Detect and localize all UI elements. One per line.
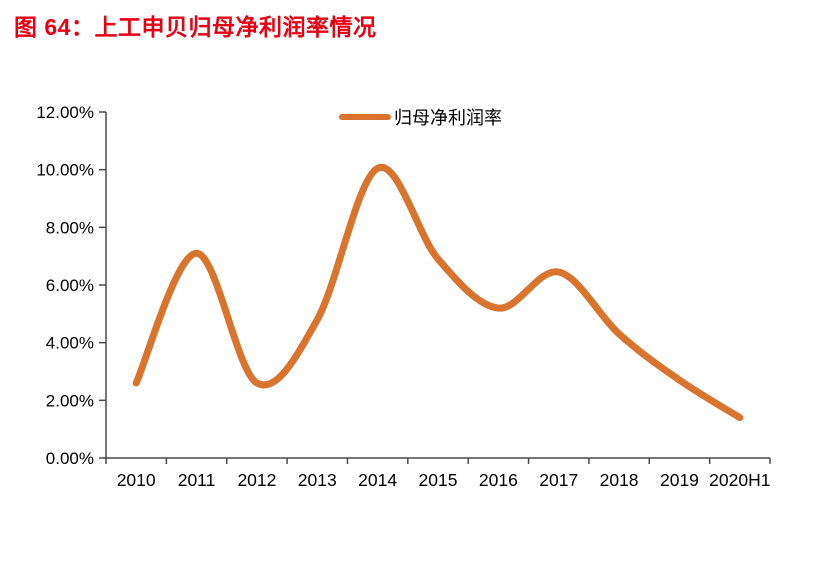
y-axis-tick-label: 4.00%	[46, 334, 94, 353]
figure-title: 图 64：上工申贝归母净利润率情况	[14, 14, 377, 40]
x-axis-tick-label: 2013	[298, 470, 337, 490]
x-axis-tick-label: 2019	[660, 470, 699, 490]
y-axis-tick-label: 10.00%	[36, 161, 94, 180]
legend: 归母净利润率	[339, 104, 502, 130]
y-axis-tick-label: 12.00%	[36, 103, 94, 122]
y-axis-tick-label: 0.00%	[46, 449, 94, 468]
y-axis-tick-label: 6.00%	[46, 276, 94, 295]
legend-label: 归母净利润率	[394, 108, 502, 128]
x-axis-tick-label: 2018	[600, 470, 639, 490]
x-axis-tick-label: 2010	[117, 470, 156, 490]
x-axis-tick-label: 2017	[539, 470, 578, 490]
net-margin-line-series	[132, 163, 744, 422]
x-axis-tick-label: 2011	[178, 470, 216, 490]
y-axis-tick-label: 2.00%	[46, 391, 94, 410]
x-axis-tick-label: 2015	[419, 470, 458, 490]
legend-line-marker	[339, 114, 391, 120]
x-axis-tick-label: 2012	[237, 470, 276, 490]
x-axis-tick-label: 2020H1	[709, 470, 770, 490]
x-axis-tick-label: 2016	[479, 470, 518, 490]
y-axis-tick-label: 8.00%	[46, 218, 94, 237]
x-axis-tick-label: 2014	[358, 470, 397, 490]
